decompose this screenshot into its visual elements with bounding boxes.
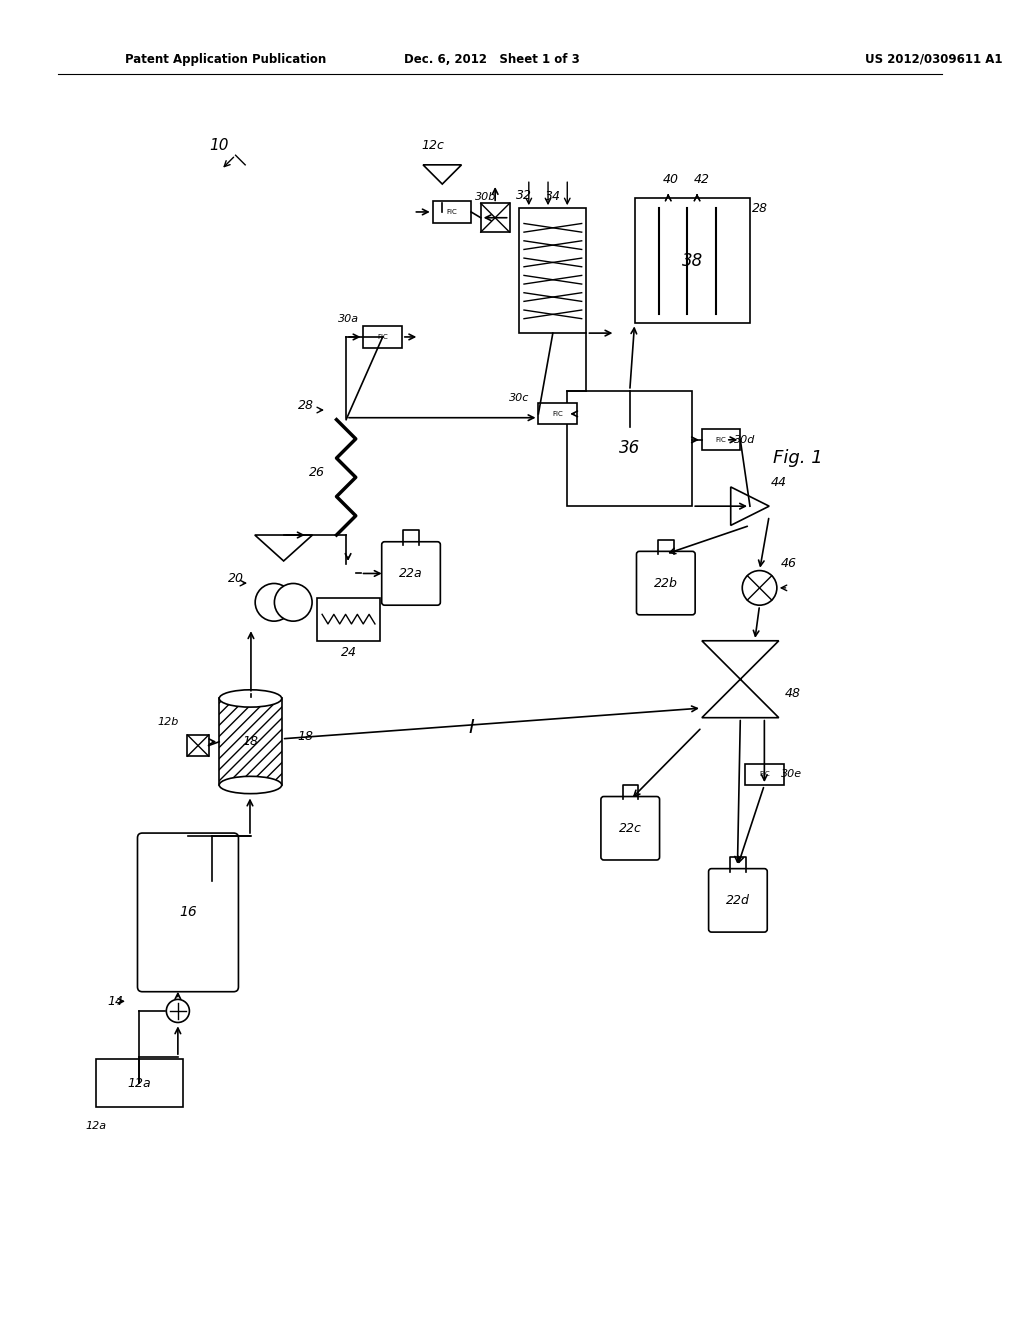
Text: FIC: FIC — [446, 209, 458, 215]
Text: 30e: 30e — [780, 770, 802, 779]
Text: 12a: 12a — [128, 1077, 152, 1089]
Text: 26: 26 — [309, 466, 326, 479]
Text: 40: 40 — [664, 173, 679, 186]
Text: 44: 44 — [771, 475, 786, 488]
FancyBboxPatch shape — [637, 552, 695, 615]
Text: 36: 36 — [620, 440, 640, 458]
Polygon shape — [423, 165, 462, 183]
Text: Fig. 1: Fig. 1 — [773, 449, 823, 467]
Circle shape — [742, 570, 777, 605]
Circle shape — [166, 999, 189, 1023]
Bar — [701, 429, 740, 450]
Polygon shape — [731, 487, 769, 525]
Circle shape — [255, 583, 293, 622]
FancyBboxPatch shape — [382, 541, 440, 605]
Text: 28: 28 — [298, 399, 313, 412]
Ellipse shape — [219, 776, 282, 793]
FancyBboxPatch shape — [137, 833, 239, 991]
Ellipse shape — [219, 690, 282, 708]
Text: 12a: 12a — [86, 1121, 106, 1131]
Text: 14: 14 — [108, 995, 123, 1008]
Text: 24: 24 — [341, 645, 356, 659]
Bar — [480, 203, 510, 232]
Bar — [96, 1059, 182, 1107]
Text: 22d: 22d — [726, 894, 750, 907]
Text: FIC: FIC — [377, 334, 388, 341]
FancyBboxPatch shape — [709, 869, 767, 932]
Text: 22b: 22b — [654, 577, 678, 590]
Bar — [433, 202, 471, 223]
Bar — [219, 698, 282, 785]
Text: US 2012/0309611 A1: US 2012/0309611 A1 — [865, 53, 1002, 66]
Text: 38: 38 — [682, 252, 702, 271]
Text: 30a: 30a — [339, 314, 359, 323]
Text: 22c: 22c — [618, 822, 642, 834]
Text: 12c: 12c — [421, 139, 444, 152]
Bar — [745, 764, 783, 785]
Text: 10: 10 — [210, 139, 229, 153]
Polygon shape — [701, 640, 779, 718]
Text: Patent Application Publication: Patent Application Publication — [125, 53, 327, 66]
Text: FIC: FIC — [552, 411, 563, 417]
Text: 18: 18 — [243, 735, 258, 748]
Text: I: I — [468, 718, 474, 737]
Text: 30b: 30b — [475, 191, 497, 202]
Text: 30d: 30d — [734, 434, 756, 445]
Text: 16: 16 — [179, 906, 197, 920]
Text: 42: 42 — [694, 173, 710, 186]
Text: FIC: FIC — [759, 771, 770, 777]
Text: 34: 34 — [545, 190, 561, 203]
Bar — [187, 735, 209, 756]
Text: 32: 32 — [516, 189, 532, 202]
Polygon shape — [255, 535, 312, 561]
Bar — [317, 598, 380, 640]
Bar — [539, 404, 577, 425]
Text: 12b: 12b — [158, 717, 179, 726]
Bar — [635, 198, 750, 323]
Text: 22a: 22a — [399, 568, 423, 579]
Text: 28: 28 — [752, 202, 768, 215]
Circle shape — [274, 583, 312, 622]
Text: FIC: FIC — [716, 437, 726, 442]
FancyBboxPatch shape — [601, 796, 659, 861]
Bar — [364, 326, 401, 347]
Text: 46: 46 — [780, 557, 797, 570]
Text: Dec. 6, 2012   Sheet 1 of 3: Dec. 6, 2012 Sheet 1 of 3 — [404, 53, 581, 66]
Text: 18: 18 — [298, 730, 313, 743]
Bar — [567, 391, 692, 506]
Text: 20: 20 — [227, 572, 244, 585]
Bar — [519, 209, 587, 333]
Text: 30c: 30c — [509, 393, 529, 404]
Text: 48: 48 — [785, 688, 801, 700]
